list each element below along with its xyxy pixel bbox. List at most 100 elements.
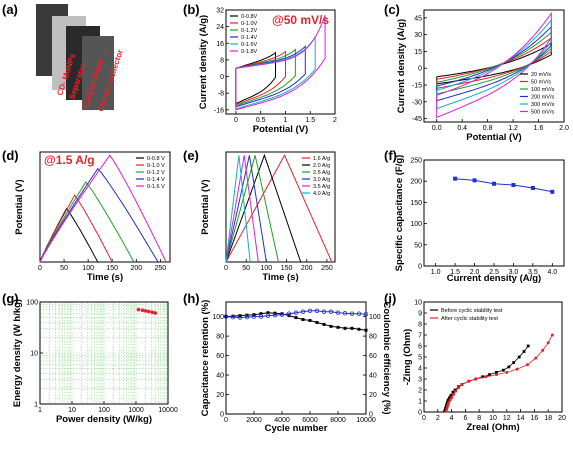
y-tick-label-b: 16 bbox=[216, 41, 224, 48]
x-tick-label-h: 8000 bbox=[330, 417, 346, 424]
cv-curve-0-1.8V bbox=[235, 15, 326, 111]
ragone-point bbox=[140, 308, 145, 313]
nyquist-point-before bbox=[517, 355, 521, 359]
nyquist-point-after bbox=[534, 356, 538, 360]
nyquist-point-after bbox=[450, 396, 454, 400]
y-axis-label-f: Specific capacitance (F/g) bbox=[394, 155, 405, 272]
x-tick-label-c: 0.4 bbox=[457, 125, 467, 132]
y-tick-label-i: 2 bbox=[418, 388, 422, 395]
y-tick-label-f: 150 bbox=[410, 200, 422, 207]
nyquist-point-after bbox=[515, 367, 519, 371]
legend-entry-e: 1.6 A/g bbox=[313, 156, 330, 162]
y-tick-label-h: 80 bbox=[216, 334, 224, 341]
x-tick-label-i: 12 bbox=[503, 415, 511, 422]
nyquist-point-after bbox=[494, 373, 498, 377]
coulombic-point bbox=[335, 310, 341, 315]
y-tick-label-b: 32 bbox=[216, 8, 224, 15]
x-tick-label-c: 2.0 bbox=[559, 125, 569, 132]
coulombic-point bbox=[307, 308, 313, 313]
legend-entry-c: 50 mV/s bbox=[531, 80, 551, 86]
legend-entry-e: 3.5 A/g bbox=[313, 184, 330, 190]
capacitance-point bbox=[550, 189, 555, 194]
y-axis-label-d: Potential (V) bbox=[14, 179, 25, 234]
y-tick-label-f: 50 bbox=[414, 242, 422, 249]
y-tick-label-g: 100 bbox=[26, 300, 38, 307]
x-tick-label-h: 4000 bbox=[274, 417, 290, 424]
coulombic-point bbox=[244, 314, 250, 320]
retention-point bbox=[280, 312, 284, 316]
x-tick-label-f: 1.5 bbox=[450, 269, 460, 276]
nyquist-point-after bbox=[546, 341, 550, 345]
x-tick-label-e: 100 bbox=[261, 265, 273, 272]
x-tick-label-d: 50 bbox=[60, 265, 68, 272]
coulombic-point bbox=[349, 311, 355, 316]
x-tick-label-i: 6 bbox=[463, 415, 467, 422]
coulombic-point bbox=[342, 311, 348, 316]
retention-point bbox=[357, 327, 361, 331]
nyquist-point-after bbox=[454, 389, 458, 393]
layer-current-collector bbox=[82, 36, 114, 110]
x-axis-label-i: Zreal (Ohm) bbox=[466, 422, 519, 433]
y-axis-label-e: Potential (V) bbox=[200, 179, 211, 234]
coulombic-point bbox=[279, 312, 285, 317]
panel-label-a: (a) bbox=[2, 2, 18, 17]
x-tick-label-i: 2 bbox=[436, 415, 440, 422]
legend-entry-c: 20 mV/s bbox=[531, 72, 551, 78]
plot-frame-e bbox=[225, 151, 336, 263]
panel-label-e: (e) bbox=[183, 148, 199, 163]
retention-point bbox=[350, 326, 354, 330]
gcd-curve-2.0 A/g bbox=[225, 153, 302, 263]
coulombic-line bbox=[225, 310, 367, 319]
capacitance-point bbox=[511, 183, 516, 188]
nyquist-line-before bbox=[444, 345, 529, 412]
y-tick-label-f: 100 bbox=[410, 221, 422, 228]
y-tick-label-c: 30 bbox=[414, 32, 422, 39]
y-tick-label-b: 24 bbox=[216, 24, 224, 31]
x-tick-label-b: 0 bbox=[234, 117, 238, 124]
legend-entry-c: 200 mV/s bbox=[531, 95, 554, 101]
legend-entry-e: 4.0 A/g bbox=[313, 191, 330, 197]
coulombic-point bbox=[356, 311, 362, 316]
y-tick-label-g: 10 bbox=[30, 351, 38, 358]
nyquist-point-after bbox=[474, 377, 478, 381]
nyquist-point-after bbox=[550, 333, 554, 337]
legend-entry-b: 0-1.8V bbox=[241, 49, 258, 55]
legend-entry-c: 300 mV/s bbox=[531, 102, 554, 108]
x-tick-label-d: 100 bbox=[82, 265, 94, 272]
gcd-curve-1.6 A/g bbox=[225, 154, 333, 263]
nyquist-point-before bbox=[522, 350, 526, 353]
y-tick-label-i: 3 bbox=[418, 377, 422, 384]
y-tick-label-i: 5 bbox=[418, 355, 422, 362]
x-tick-label-h: 0 bbox=[224, 417, 228, 424]
panel-label-g: (g) bbox=[2, 291, 19, 306]
legend-entry-e: 2.0 A/g bbox=[313, 163, 330, 169]
retention-point bbox=[364, 328, 368, 332]
nyquist-point-after bbox=[541, 348, 545, 352]
nyquist-point-after bbox=[526, 363, 529, 367]
capacitance-point bbox=[453, 176, 458, 181]
nyquist-point-before bbox=[501, 368, 505, 372]
x-tick-label-i: 4 bbox=[450, 415, 454, 422]
nyquist-point-after bbox=[484, 375, 488, 379]
x-tick-label-h: 10000 bbox=[356, 417, 376, 424]
gcd-curve-2.5 A/g bbox=[225, 155, 279, 263]
legend-entry-b: 0-1.2V bbox=[241, 28, 258, 34]
nyquist-point-before bbox=[449, 394, 453, 397]
gcd-curve-3.0 A/g bbox=[225, 155, 267, 263]
x-tick-label-g: 100 bbox=[98, 407, 110, 414]
x-axis-label-h: Cycle number bbox=[265, 423, 328, 434]
x-tick-label-c: 1.2 bbox=[508, 125, 518, 132]
x-tick-label-b: 0.5 bbox=[256, 117, 266, 124]
x-tick-label-f: 1.0 bbox=[431, 269, 441, 276]
plot-frame-b bbox=[225, 9, 336, 115]
gcd-curve-0-1.4 V bbox=[39, 167, 159, 263]
y-tick-label-h: 100 bbox=[212, 314, 224, 321]
x-tick-label-h: 2000 bbox=[246, 417, 262, 424]
gcd-curve-4.0 A/g bbox=[225, 155, 251, 263]
retention-point bbox=[315, 320, 319, 324]
capacitance-point bbox=[492, 181, 496, 186]
gcd-curve-0-1.2 V bbox=[39, 181, 135, 263]
cv-curve-100 mV/s bbox=[436, 31, 552, 95]
legend-entry-i: After cyclic stability test bbox=[441, 316, 498, 322]
retention-point bbox=[259, 312, 263, 316]
